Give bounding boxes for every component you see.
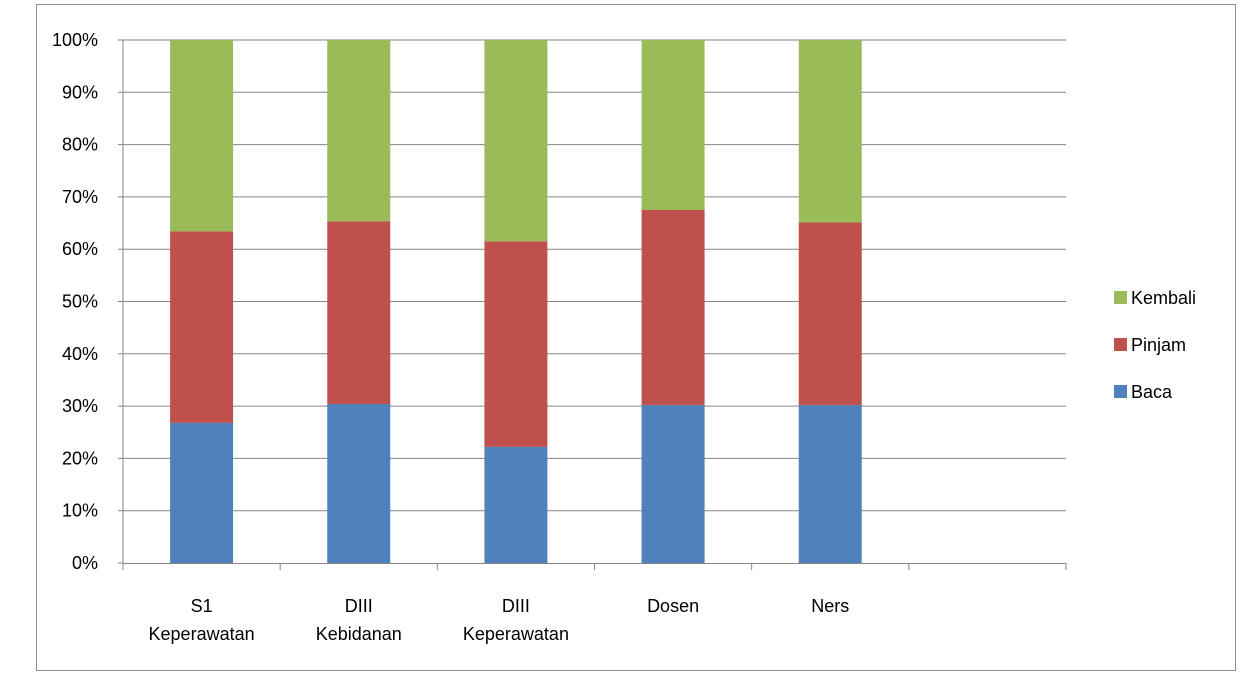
y-tick-label: 30% [62, 396, 98, 416]
x-tick-label: Keperawatan [149, 624, 255, 644]
y-tick-label: 10% [62, 501, 98, 521]
x-tick-label: Keperawatan [463, 624, 569, 644]
legend-label-pinjam: Pinjam [1131, 335, 1186, 355]
bar-segment-baca [327, 404, 391, 563]
x-tick-label: DIII [345, 596, 373, 616]
bar-segment-baca [484, 446, 548, 563]
x-tick-label: S1 [191, 596, 213, 616]
bar-segment-baca [798, 405, 862, 563]
x-tick-label: Dosen [647, 596, 699, 616]
legend-swatch-kembali [1114, 291, 1127, 304]
bar-segment-kembali [327, 40, 391, 222]
bar-segment-kembali [170, 40, 234, 232]
gridlines [118, 39, 1066, 564]
legend-label-baca: Baca [1131, 382, 1173, 402]
x-tick-label: DIII [502, 596, 530, 616]
bar-segment-kembali [484, 40, 548, 242]
chart-frame [36, 4, 1236, 671]
legend-swatch-pinjam [1114, 338, 1127, 351]
x-tick-labels: S1 Keperawatan DIII Kebidanan DIII Keperawata… [149, 596, 850, 644]
legend-swatch-baca [1114, 385, 1127, 398]
y-tick-label: 100% [52, 30, 98, 50]
y-tick-labels: 0% 10% 20% 30% 40% 50% 60% 70% 80% 90% 100% [52, 30, 98, 573]
bar-segment-baca [641, 405, 705, 563]
y-tick-label: 60% [62, 239, 98, 259]
axes [122, 40, 1067, 570]
y-tick-label: 50% [62, 292, 98, 312]
x-tick-label: Kebidanan [316, 624, 402, 644]
bar-segment-pinjam [641, 209, 705, 406]
bar-segment-pinjam [327, 221, 391, 405]
y-tick-label: 40% [62, 344, 98, 364]
bar-segment-pinjam [798, 222, 862, 406]
y-tick-label: 70% [62, 187, 98, 207]
bar-segment-baca [170, 422, 234, 563]
bar-segment-pinjam [170, 231, 234, 423]
legend: Kembali Pinjam Baca [1114, 288, 1196, 402]
y-tick-label: 90% [62, 82, 98, 102]
x-tick-label: Ners [811, 596, 849, 616]
y-tick-label: 20% [62, 448, 98, 468]
y-tick-label: 80% [62, 135, 98, 155]
bar-segment-kembali [641, 40, 705, 210]
bars [170, 40, 862, 563]
bar-segment-kembali [798, 40, 862, 223]
bar-segment-pinjam [484, 241, 548, 447]
legend-label-kembali: Kembali [1131, 288, 1196, 308]
y-tick-label: 0% [72, 553, 98, 573]
